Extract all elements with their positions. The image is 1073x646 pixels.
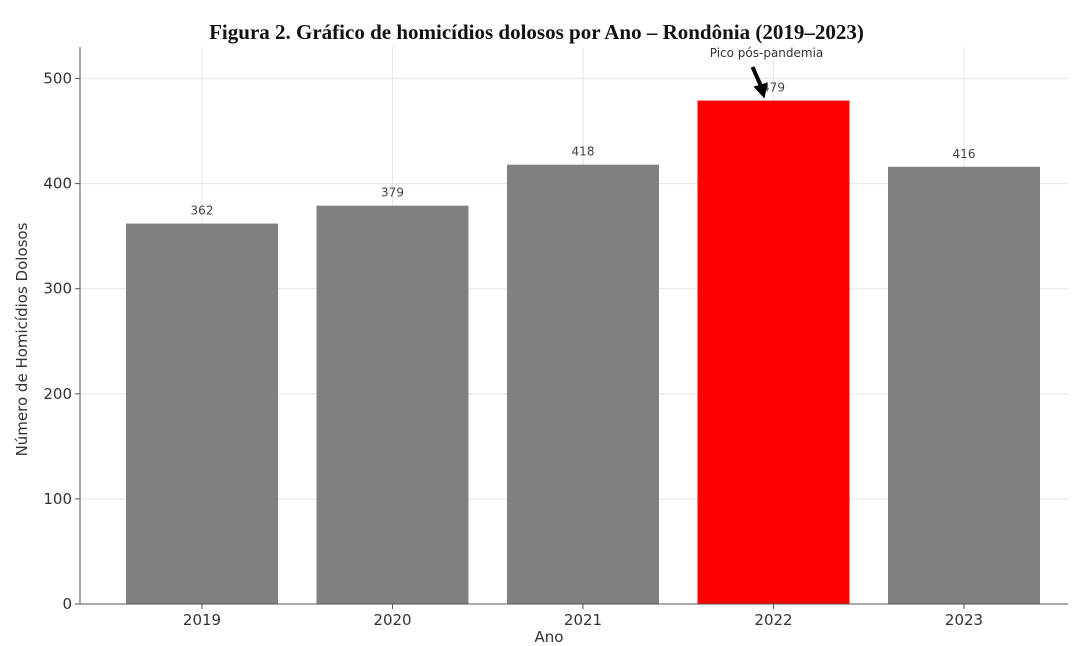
x-tick-label: 2021 [564,611,602,629]
bar-2023 [888,166,1040,604]
y-tick-label: 500 [43,70,72,88]
bar-2021 [507,164,659,604]
data-label-2023: 416 [953,147,976,161]
data-label-2021: 418 [572,145,595,159]
x-tick-label: 2023 [945,611,983,629]
y-tick-label: 300 [43,280,72,298]
figure-title: Figura 2. Gráfico de homicídios dolosos … [209,20,864,44]
bar-2020 [316,205,469,605]
y-tick-label: 100 [43,490,72,508]
bars [126,100,1040,605]
annotation-arrow-head [753,82,768,99]
bar-2022 [697,100,850,604]
x-tick-label: 2019 [183,611,221,629]
x-tick-label: 2020 [373,611,411,629]
data-label-2020: 379 [381,186,404,200]
data-label-2022: 479 [762,81,785,95]
bar-2019 [126,223,278,605]
y-tick-label: 400 [43,175,72,193]
y-tick-label: 200 [43,385,72,403]
data-labels: 362 379 418 479 416 [191,81,976,218]
axes: 0 100 200 300 400 500 2019 2020 2021 2022 2023 Ano N… [13,47,1068,646]
annotation: Pico pós-pandemia [710,46,824,99]
y-axis-title: Número de Homicídios Dolosos [13,222,31,456]
y-tick-label: 0 [62,595,72,613]
data-label-2019: 362 [191,204,214,218]
x-axis-title: Ano [535,628,564,646]
annotation-label: Pico pós-pandemia [710,46,824,60]
x-tick-label: 2022 [754,611,792,629]
